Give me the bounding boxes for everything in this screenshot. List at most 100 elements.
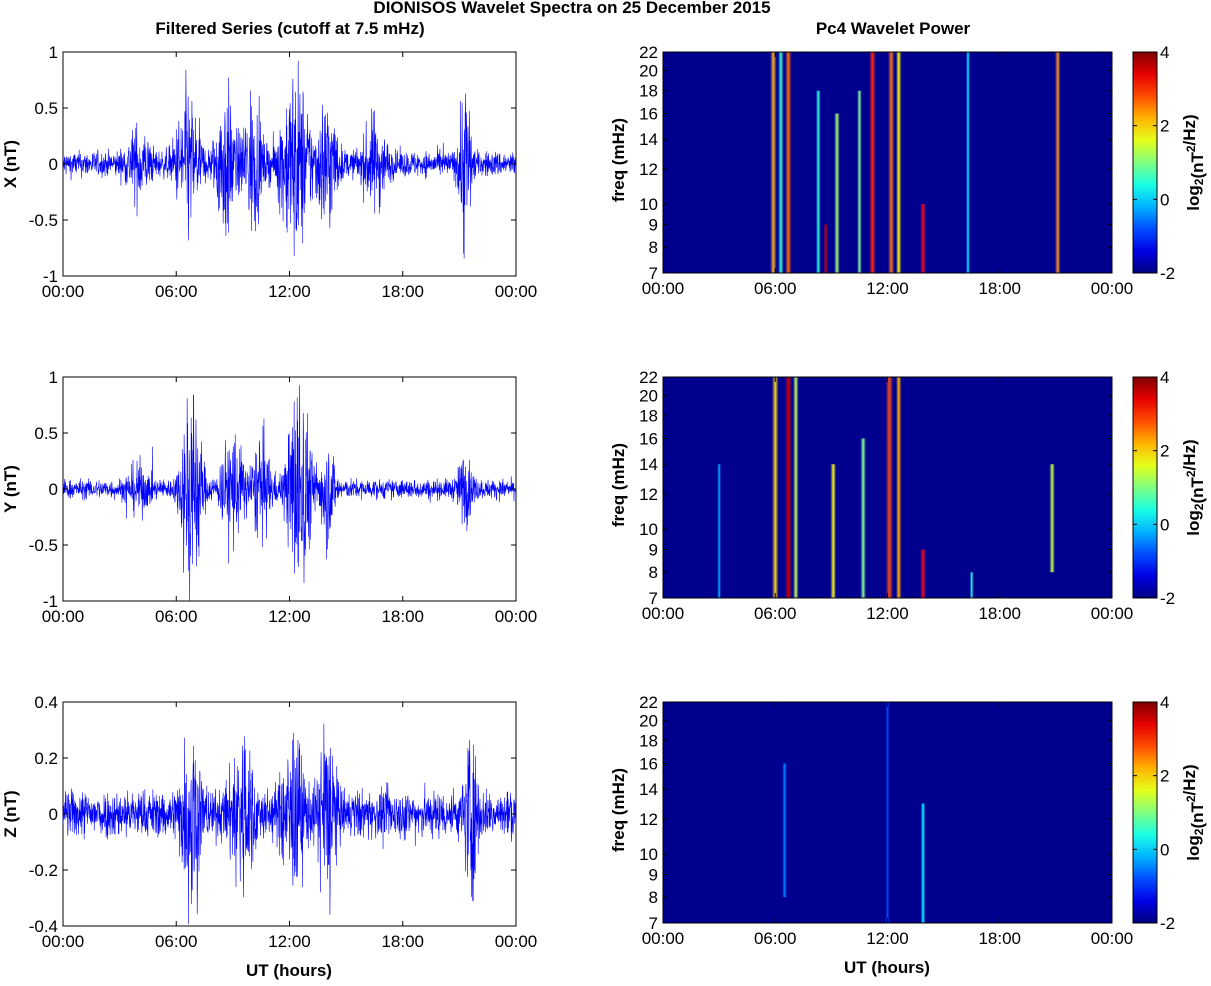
x-wavelet-event — [887, 52, 895, 273]
x-tick-label: 06:00 — [754, 604, 797, 623]
colorbar-tick-label: -2 — [1160, 589, 1175, 608]
x-tick-label: 06:00 — [155, 932, 198, 951]
x-wavelet-event — [857, 90, 862, 273]
z-wavelet-ticks: 00:00 06:00 12:00 18:00 00:00789101214161820… — [639, 693, 1133, 948]
y-wavelet-panel: 00:00 06:00 12:00 18:00 00:00789101214161820… — [609, 368, 1207, 623]
z-wavelet-event — [885, 702, 890, 923]
y-wavelet-ylabel: freq (mHz) — [609, 443, 628, 527]
y-tick-label: 8 — [649, 563, 658, 582]
y-tick-label: 16 — [639, 429, 658, 448]
y-tick-label: 18 — [639, 407, 658, 426]
y-tick-label: 22 — [639, 368, 658, 387]
y-wavelet-event — [920, 549, 926, 598]
y-tick-label: 12 — [639, 810, 658, 829]
x-tick-label: 12:00 — [866, 929, 909, 948]
x-tick-label: 06:00 — [754, 279, 797, 298]
y-tick-label: 9 — [649, 540, 658, 559]
y-tick-label: 14 — [639, 455, 658, 474]
y-tick-label: 16 — [639, 104, 658, 123]
x-wavelet-event — [785, 52, 792, 273]
x-wavelet-event — [823, 224, 829, 273]
z-series-line — [62, 723, 517, 925]
y-wavelet-event — [860, 438, 866, 598]
y-series-panel: 00:00 06:00 12:00 18:00 00:00-1-0.500.51 Y (… — [1, 368, 537, 626]
x-series-line — [62, 60, 517, 259]
x-tick-label: 00:00 — [42, 607, 85, 626]
z-wavelet-colorbar: -2 0 2 4 log2(nT2/Hz) — [1132, 693, 1207, 933]
z-series-panel: 00:00 06:00 12:00 18:00 00:00-0.4-0.200.20.4… — [1, 693, 537, 980]
z-wavelet-event — [782, 763, 787, 898]
x-wavelet-event — [770, 52, 777, 273]
x-tick-label: 00:00 — [1091, 604, 1134, 623]
colorbar-tick-label: 2 — [1160, 442, 1169, 461]
x-tick-label: 00:00 — [642, 279, 685, 298]
y-tick-label: 18 — [639, 82, 658, 101]
x-tick-label: 18:00 — [381, 607, 424, 626]
x-tick-label: 00:00 — [642, 929, 685, 948]
y-tick-label: 9 — [649, 215, 658, 234]
y-tick-label: 1 — [49, 43, 58, 62]
y-tick-label: 0 — [49, 805, 58, 824]
y-tick-label: 7 — [649, 589, 658, 608]
y-wavelet-ticks: 00:00 06:00 12:00 18:00 00:00789101214161820… — [639, 368, 1133, 623]
colorbar-tick-label: 0 — [1160, 515, 1169, 534]
x-tick-label: 00:00 — [495, 607, 538, 626]
y-tick-label: 20 — [639, 61, 658, 80]
right-xlabel: UT (hours) — [844, 958, 930, 977]
y-tick-label: 12 — [639, 485, 658, 504]
colorbar-tick-label: 2 — [1160, 767, 1169, 786]
x-wavelet-panel: 00:00 06:00 12:00 18:00 00:00789101214161820… — [609, 43, 1207, 298]
y-tick-label: 10 — [639, 520, 658, 539]
y-tick-label: 22 — [639, 43, 658, 62]
x-tick-label: 18:00 — [978, 929, 1021, 948]
x-wavelet-events — [770, 52, 1061, 273]
y-tick-label: -0.5 — [29, 211, 58, 230]
x-wavelet-ticks: 00:00 06:00 12:00 18:00 00:00789101214161820… — [639, 43, 1133, 298]
x-tick-label: 00:00 — [495, 932, 538, 951]
y-tick-label: 7 — [649, 914, 658, 933]
y-series-ticks: 00:00 06:00 12:00 18:00 00:00-1-0.500.51 — [29, 368, 538, 626]
y-tick-label: 18 — [639, 732, 658, 751]
y-tick-label: -0.2 — [29, 861, 58, 880]
y-tick-label: 8 — [649, 888, 658, 907]
x-tick-label: 12:00 — [268, 607, 311, 626]
x-wavelet-event — [920, 204, 926, 273]
y-series-ylabel: Y (nT) — [1, 465, 20, 513]
right-column-title: Pc4 Wavelet Power — [816, 19, 971, 38]
x-wavelet-ylabel: freq (mHz) — [609, 118, 628, 202]
z-wavelet-event — [920, 803, 926, 923]
x-series-ticks: 00:00 06:00 12:00 18:00 00:00-1-0.500.51 — [29, 43, 538, 301]
y-tick-label: -1 — [43, 592, 58, 611]
figure-title: DIONISOS Wavelet Spectra on 25 December … — [373, 0, 770, 17]
x-series-ylabel: X (nT) — [1, 140, 20, 188]
y-wavelet-event — [717, 464, 721, 598]
colorbar-label: log2(nT2/Hz) — [1180, 764, 1207, 860]
x-tick-label: 00:00 — [42, 932, 85, 951]
y-tick-label: 16 — [639, 754, 658, 773]
y-wavelet-event — [885, 377, 894, 598]
x-tick-label: 18:00 — [978, 279, 1021, 298]
y-tick-label: 14 — [639, 130, 658, 149]
y-tick-label: 20 — [639, 711, 658, 730]
y-series-line — [62, 384, 517, 602]
colorbar-tick-label: 4 — [1160, 368, 1169, 387]
z-wavelet-ylabel: freq (mHz) — [609, 768, 628, 852]
x-tick-label: 06:00 — [754, 929, 797, 948]
x-wavelet-colorbar: -2 0 2 4 log2(nT2/Hz) — [1132, 43, 1207, 283]
colorbar-label: log2(nT2/Hz) — [1180, 439, 1207, 535]
x-tick-label: 00:00 — [1091, 929, 1134, 948]
left-xlabel: UT (hours) — [246, 961, 332, 980]
y-tick-label: 9 — [649, 865, 658, 884]
x-wavelet-background — [663, 52, 1112, 273]
x-series-trace — [62, 60, 517, 259]
z-series-trace — [62, 723, 517, 925]
y-tick-label: 10 — [639, 195, 658, 214]
y-tick-label: 10 — [639, 845, 658, 864]
y-wavelet-event — [784, 377, 793, 598]
x-wavelet-event — [778, 52, 784, 273]
colorbar-tick-label: 2 — [1160, 117, 1169, 136]
y-tick-label: -1 — [43, 267, 58, 286]
colorbar-tick-label: 0 — [1160, 190, 1169, 209]
x-tick-label: 06:00 — [155, 282, 198, 301]
